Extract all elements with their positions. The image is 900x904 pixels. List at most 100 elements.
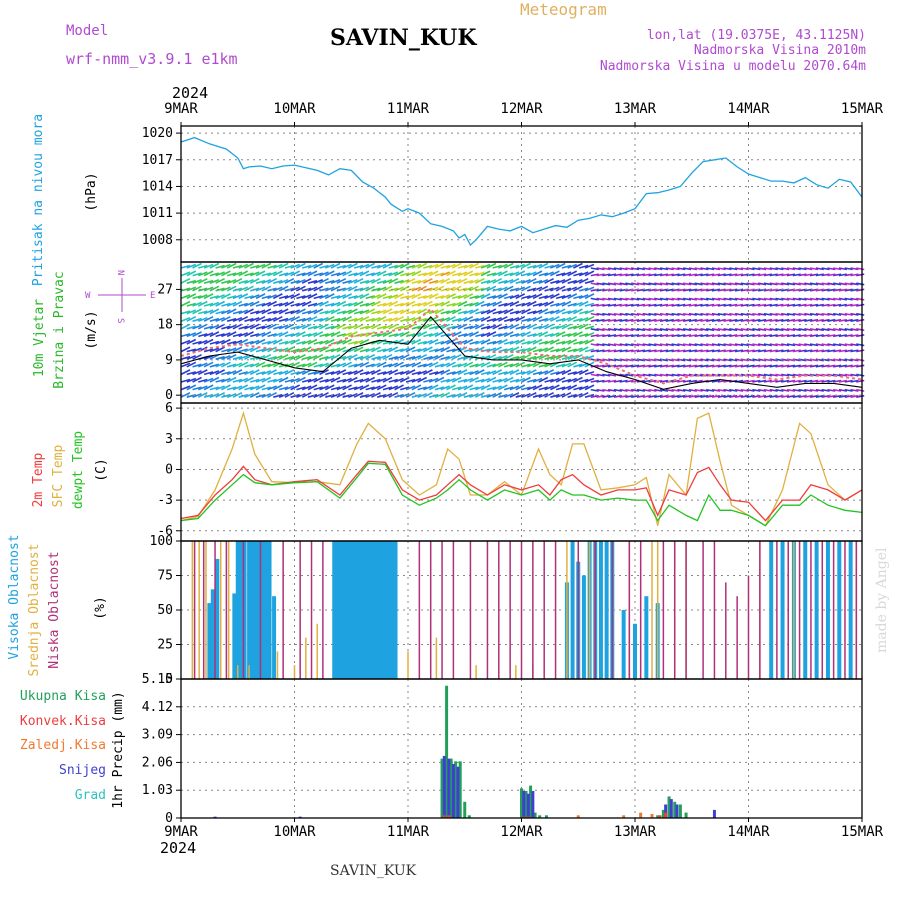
wind-barb	[538, 278, 549, 284]
low-cloud-bar	[498, 541, 500, 679]
wind-barb	[769, 388, 778, 392]
wind-barb	[475, 378, 485, 383]
wind-barb	[273, 332, 283, 338]
wind-barb	[400, 324, 410, 330]
wind-barb	[509, 300, 520, 307]
wind-barb	[238, 293, 249, 300]
wind-barb	[671, 334, 680, 338]
wind-barb	[301, 277, 312, 284]
wind-barb	[411, 325, 422, 330]
wind-barb	[290, 263, 300, 269]
wind-barb	[763, 358, 773, 362]
wind-barb	[757, 358, 767, 362]
wind-barb	[856, 334, 865, 338]
wind-barb	[804, 343, 813, 347]
y-tick-label: 2.06	[142, 755, 173, 770]
wind-barb	[226, 272, 237, 277]
wind-barb	[723, 328, 732, 332]
wind-barb	[232, 385, 243, 391]
wind-barb	[209, 262, 220, 269]
wind-barb	[353, 339, 364, 345]
wind-barb	[215, 385, 225, 391]
wind-barb	[301, 333, 312, 338]
wind-barb	[290, 325, 300, 330]
wind-barb	[792, 282, 801, 286]
wind-barb	[423, 294, 433, 300]
y-tick-label: -6	[157, 524, 173, 539]
wind-barb	[677, 373, 686, 377]
wind-barb	[186, 348, 196, 353]
wind-barb	[838, 267, 848, 271]
low-cloud-bar	[202, 541, 205, 679]
mid-cloud-bar	[205, 541, 207, 679]
wind-barb	[301, 323, 312, 330]
wind-barb	[198, 294, 208, 300]
high-cloud-bar	[267, 541, 272, 679]
wind-barb	[700, 318, 709, 322]
wind-barb	[856, 282, 865, 286]
high-cloud-bar	[242, 541, 247, 679]
y-tick-label: 3	[165, 432, 173, 447]
total-precip-bar	[445, 685, 449, 818]
wind-barb	[527, 287, 537, 292]
wind-barb	[301, 385, 312, 391]
wind-barb	[492, 355, 502, 360]
wind-barb	[376, 384, 387, 391]
wind-barb	[446, 338, 456, 345]
wind-barb	[723, 288, 732, 292]
wind-barb	[573, 272, 583, 277]
wind-barb	[832, 349, 842, 353]
wind-barb	[215, 378, 225, 383]
wind-barb	[717, 282, 726, 286]
wind-barb	[232, 391, 243, 398]
wind-barb	[711, 297, 721, 301]
wind-barb	[804, 318, 813, 322]
wind-barb	[527, 310, 537, 315]
wind-barb	[527, 333, 537, 338]
wind-barb	[526, 271, 537, 277]
wind-barb	[723, 343, 732, 347]
wind-barb	[307, 279, 318, 284]
wind-barb	[775, 328, 784, 332]
wind-barb	[296, 340, 306, 345]
wind-barb	[284, 323, 295, 330]
wind-barb	[336, 378, 347, 383]
wind-barb	[532, 377, 543, 383]
wind-barb	[752, 312, 761, 316]
wind-barb	[238, 393, 248, 398]
wind-barb	[538, 317, 549, 322]
low-cloud-bar	[441, 541, 443, 679]
wind-barb	[313, 285, 324, 292]
wind-barb	[607, 312, 617, 316]
wind-barb	[336, 369, 347, 376]
wind-barb	[786, 297, 796, 301]
wind-barb	[850, 343, 859, 347]
wind-barb	[492, 310, 502, 315]
conv-precip-bar	[447, 815, 451, 818]
wind-barb	[688, 273, 698, 277]
wind-barb	[469, 272, 479, 277]
wind-barb	[394, 302, 404, 307]
wind-barb	[573, 285, 583, 292]
wind-barb	[232, 316, 243, 322]
wind-barb	[694, 297, 703, 301]
wind-barb	[850, 267, 859, 271]
wind-barb	[498, 332, 508, 338]
wind-barb	[388, 323, 399, 330]
wind-barb	[428, 354, 439, 360]
wind-barb	[244, 370, 254, 376]
wind-barb	[348, 317, 358, 322]
wind-barb	[706, 364, 715, 368]
wind-barb	[463, 338, 474, 345]
wind-barb	[382, 301, 393, 307]
wind-barb	[856, 364, 865, 368]
wind-barb	[226, 285, 237, 292]
wind-barb	[451, 370, 462, 376]
wind-barb	[550, 377, 560, 383]
wind-barb	[844, 349, 853, 353]
wind-barb	[717, 349, 726, 353]
wind-barb	[492, 264, 502, 269]
wind-barb	[359, 354, 370, 360]
wind-barb	[440, 339, 450, 345]
wind-barb	[267, 339, 277, 345]
